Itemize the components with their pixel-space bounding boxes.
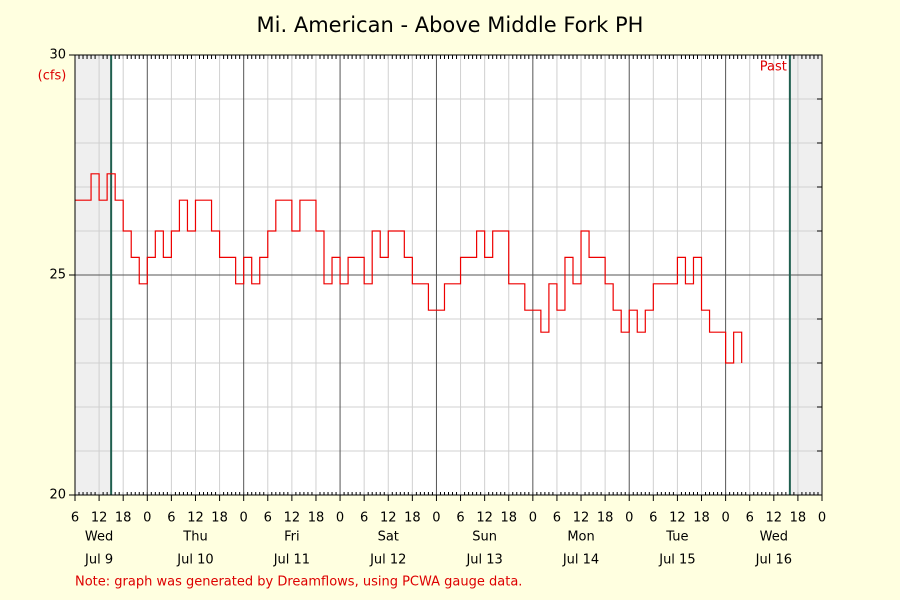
day-label: Tue	[665, 530, 688, 545]
data-line	[75, 173, 743, 364]
x-tick-label: 18	[693, 511, 710, 526]
x-tick-label: 18	[790, 511, 807, 526]
day-label: Sat	[378, 530, 399, 545]
x-tick-label: 0	[529, 511, 537, 526]
date-label: Jul 11	[273, 553, 310, 568]
x-tick-label: 6	[167, 511, 175, 526]
x-tick-label: 12	[669, 511, 686, 526]
x-tick-label: 12	[476, 511, 493, 526]
x-tick-label: 0	[818, 511, 826, 526]
date-label: Jul 12	[369, 553, 406, 568]
x-tick-label: 6	[746, 511, 754, 526]
x-tick-label: 6	[264, 511, 272, 526]
x-tick-label: 12	[380, 511, 397, 526]
y-tick-label: 30	[49, 48, 66, 63]
x-tick-label: 0	[143, 511, 151, 526]
day-label: Sun	[472, 530, 497, 545]
x-tick-label: 12	[91, 511, 108, 526]
x-tick-label: 18	[115, 511, 132, 526]
x-tick-label: 6	[553, 511, 561, 526]
y-tick-label: 20	[49, 488, 66, 503]
x-tick-label: 6	[649, 511, 657, 526]
x-tick-label: 18	[211, 511, 228, 526]
date-label: Jul 9	[84, 553, 113, 568]
note: Note: graph was generated by Dreamflows,…	[75, 575, 522, 590]
x-tick-label: 6	[71, 511, 79, 526]
date-label: Jul 16	[755, 553, 792, 568]
x-tick-label: 12	[766, 511, 783, 526]
day-label: Wed	[85, 530, 113, 545]
date-label: Jul 15	[658, 553, 695, 568]
day-label: Thu	[182, 530, 207, 545]
x-tick-label: 12	[573, 511, 590, 526]
x-tick-label: 0	[336, 511, 344, 526]
day-label: Wed	[760, 530, 788, 545]
x-tick-label: 6	[360, 511, 368, 526]
date-label: Jul 13	[465, 553, 502, 568]
x-tick-label: 0	[625, 511, 633, 526]
x-tick-label: 18	[404, 511, 421, 526]
x-tick-label: 12	[284, 511, 301, 526]
day-label: Mon	[567, 530, 594, 545]
day-label: Fri	[284, 530, 300, 545]
x-tick-label: 18	[500, 511, 517, 526]
plot-frame	[74, 54, 823, 496]
x-tick-label: 0	[432, 511, 440, 526]
date-label: Jul 10	[176, 553, 213, 568]
x-tick-label: 0	[721, 511, 729, 526]
x-tick-label: 0	[240, 511, 248, 526]
x-tick-label: 12	[187, 511, 204, 526]
past-label: Past	[760, 60, 787, 75]
x-tick-label: 18	[597, 511, 614, 526]
date-label: Jul 14	[562, 553, 599, 568]
x-tick-label: 18	[308, 511, 325, 526]
x-tick-label: 6	[456, 511, 464, 526]
chart-title: Mi. American - Above Middle Fork PH	[257, 13, 644, 37]
y-tick-label: 25	[49, 268, 66, 283]
y-axis-label: (cfs)	[38, 69, 67, 84]
